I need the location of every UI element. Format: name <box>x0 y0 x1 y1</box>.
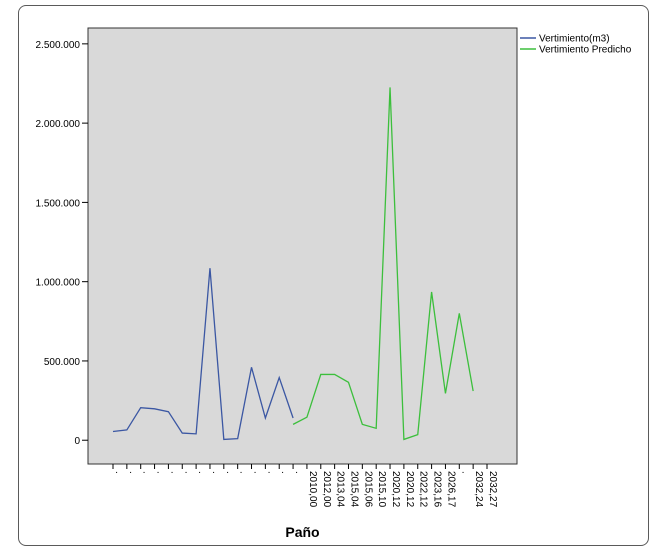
legend: Vertimiento(m3)Vertimiento Predicho <box>520 34 632 56</box>
y-tick-label: 0 <box>74 436 80 447</box>
y-tick-label: 2.000.000 <box>36 119 81 130</box>
x-tick-label: . <box>196 471 207 474</box>
series-line <box>112 268 294 441</box>
x-tick-label: . <box>265 471 276 474</box>
legend-label: Vertimiento Predicho <box>539 45 632 56</box>
x-tick-label: . <box>238 471 249 474</box>
x-tick-label: 2012,00 <box>321 471 332 508</box>
y-tick-label: 500.000 <box>44 357 81 368</box>
x-tick-label: 2015,06 <box>362 471 373 508</box>
x-tick-label: . <box>155 471 166 474</box>
x-tick-label: . <box>168 471 179 474</box>
x-tick-label: 2032,27 <box>487 471 498 508</box>
x-tick-label: . <box>293 471 304 474</box>
y-tick-label: 1.000.000 <box>36 278 81 289</box>
x-axis: .............. 2010,00 2012,00 2013,04 2015,… <box>112 464 498 508</box>
plot-area <box>87 27 518 465</box>
x-tick-label: . <box>224 471 235 474</box>
x-tick-label: . <box>459 471 470 474</box>
legend-label: Vertimiento(m3) <box>539 34 610 45</box>
y-tick-label: 2.500.000 <box>36 40 81 51</box>
series-layer <box>112 87 474 441</box>
x-tick-label: 2015,04 <box>348 471 359 508</box>
x-tick-label: . <box>279 471 290 474</box>
x-tick-label: 2010,00 <box>307 471 318 508</box>
x-tick-label: 2015,10 <box>376 471 387 508</box>
x-tick-label: . <box>210 471 221 474</box>
x-tick-label: . <box>113 471 124 474</box>
x-tick-label: . <box>252 471 263 474</box>
x-tick-label: 2023,16 <box>432 471 443 508</box>
y-axis: 0 500.000 1.000.000 1.500.000 2.000.000 2.500… <box>36 40 88 447</box>
x-tick-label: . <box>127 471 138 474</box>
x-tick-label: . <box>141 471 152 474</box>
x-tick-label: . <box>182 471 193 474</box>
x-tick-label: 2020,12 <box>390 471 401 508</box>
x-tick-label: 2013,04 <box>335 471 346 508</box>
x-tick-label: 2020,12 <box>404 471 415 508</box>
x-tick-label: 2026,17 <box>445 471 456 508</box>
series-line <box>292 87 474 441</box>
y-tick-label: 1.500.000 <box>36 198 81 209</box>
x-tick-label: 2032,24 <box>473 471 484 508</box>
x-tick-label: 2022,12 <box>418 471 429 508</box>
x-axis-label: Paño <box>285 524 319 540</box>
